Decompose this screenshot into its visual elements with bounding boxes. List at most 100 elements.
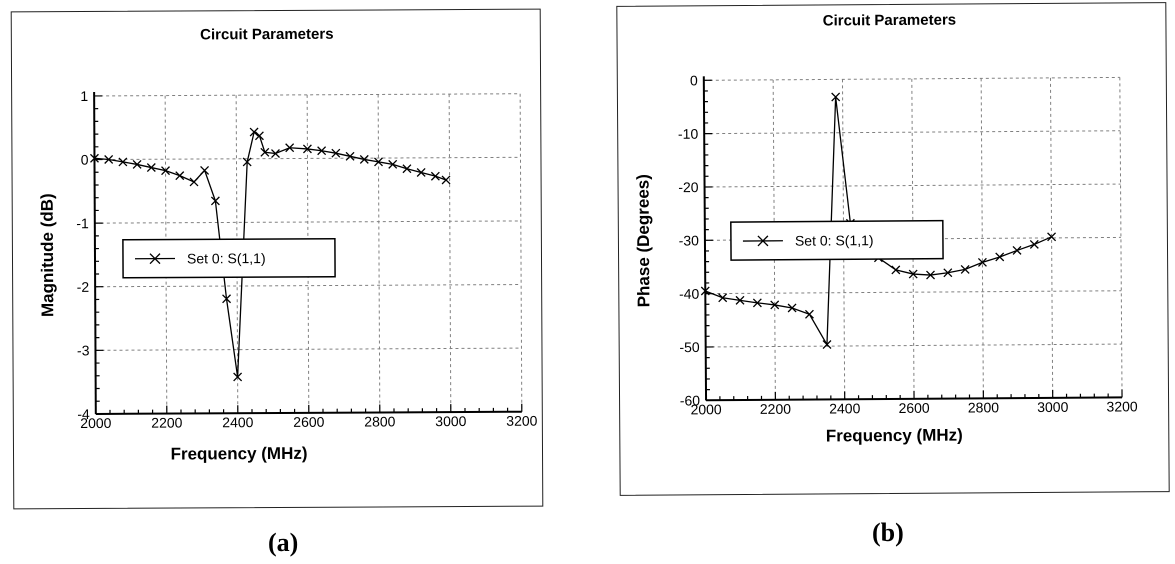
data-point-marker xyxy=(770,300,780,310)
chart-title: Circuit Parameters xyxy=(200,26,333,44)
y-tick-label: -10 xyxy=(678,126,699,142)
y-tick-label: -3 xyxy=(77,342,90,358)
legend-marker-icon xyxy=(149,253,161,265)
legend-label: Set 0: S(1,1) xyxy=(795,232,874,249)
data-point-marker xyxy=(374,157,383,167)
data-point-marker xyxy=(132,159,142,169)
data-point-marker xyxy=(189,177,199,187)
y-tick-label: -30 xyxy=(679,232,700,248)
grid-line-x xyxy=(448,94,452,413)
x-tick-label: 2600 xyxy=(293,414,324,430)
data-point-marker xyxy=(908,269,918,279)
y-axis-line xyxy=(702,76,708,401)
y-tick-label: 0 xyxy=(81,152,89,168)
data-point-marker xyxy=(359,154,369,164)
x-tick-label: 3000 xyxy=(435,413,466,429)
data-point-marker xyxy=(260,147,270,157)
y-tick-label: -50 xyxy=(679,339,700,355)
data-point-marker xyxy=(822,340,832,350)
data-point-marker xyxy=(118,157,128,167)
legend-marker-icon xyxy=(757,235,769,247)
grid-line-y xyxy=(704,183,1121,188)
y-tick-label: -2 xyxy=(77,279,90,295)
data-point-marker xyxy=(416,167,426,177)
x-tick-label: 3000 xyxy=(1037,399,1068,415)
grid-line-y xyxy=(94,220,521,224)
data-point-marker xyxy=(831,92,841,102)
data-point-marker xyxy=(1029,239,1039,249)
data-point-marker xyxy=(89,153,99,163)
data-point-marker xyxy=(175,171,185,181)
grid-line-x xyxy=(235,95,239,414)
data-point-marker xyxy=(804,309,814,319)
data-point-marker xyxy=(430,171,440,181)
chart-panel-magnitude: Circuit Parameters 2000 2200 2400 2600 2800 30… xyxy=(10,8,544,510)
y-tick-label: -1 xyxy=(76,215,89,231)
y-tick-label: -20 xyxy=(678,179,699,195)
grid-line-y xyxy=(94,156,521,161)
data-point-marker xyxy=(752,298,762,308)
data-point-marker xyxy=(254,131,264,141)
data-point-marker xyxy=(960,264,970,274)
data-point-marker xyxy=(977,257,987,267)
phase-chart-svg: Circuit Parameters 2000 2200 2400 2600 2800 30… xyxy=(633,12,1137,446)
x-tick-label: 2600 xyxy=(898,400,929,416)
legend-box xyxy=(730,219,944,261)
x-axis-label: Frequency (MHz) xyxy=(826,426,963,446)
grid-line-x xyxy=(1049,77,1054,398)
data-point-marker xyxy=(285,143,295,153)
data-point-marker xyxy=(1047,232,1057,242)
grid-line-y xyxy=(95,347,522,351)
y-tick-label: -60 xyxy=(680,392,701,408)
y-axis-line xyxy=(93,91,97,414)
x-tick-label: 2400 xyxy=(222,414,253,430)
x-tick-label: 2800 xyxy=(364,413,395,429)
data-point-marker xyxy=(345,151,355,161)
y-tick-label: 1 xyxy=(80,88,88,104)
data-point-marker xyxy=(242,157,252,167)
x-axis-label: Frequency (MHz) xyxy=(170,444,307,464)
y-tick-label: -40 xyxy=(679,286,700,302)
data-point-marker xyxy=(1012,245,1022,255)
data-point-marker xyxy=(233,372,243,382)
data-point-marker xyxy=(441,175,451,185)
data-point-marker xyxy=(104,155,114,164)
data-point-marker xyxy=(222,294,232,304)
data-point-marker xyxy=(718,293,728,303)
data-point-marker xyxy=(943,268,953,278)
data-point-marker xyxy=(331,148,341,158)
data-point-marker xyxy=(161,166,171,176)
x-tick-label: 2000 xyxy=(690,401,721,417)
y-axis-label: Magnitude (dB) xyxy=(38,193,58,317)
grid-line-y xyxy=(94,93,521,97)
x-tick-label: 2200 xyxy=(760,401,791,417)
y-tick-label: -4 xyxy=(77,406,90,422)
data-point-marker xyxy=(926,270,935,280)
legend-label: Set 0: S(1,1) xyxy=(187,250,266,266)
x-tick-label: 3200 xyxy=(1106,398,1137,414)
y-axis-label: Phase (Degrees) xyxy=(633,174,653,307)
x-tick-label: 2800 xyxy=(968,399,999,415)
grid-line-x xyxy=(164,95,168,414)
data-point-marker xyxy=(891,265,901,275)
legend-box xyxy=(122,237,336,279)
data-point-marker xyxy=(388,159,398,169)
data-point-marker xyxy=(200,165,210,175)
data-point-marker xyxy=(249,127,259,137)
chart-title: Circuit Parameters xyxy=(823,12,957,30)
caption-b: (b) xyxy=(872,518,904,547)
caption-a: (a) xyxy=(268,528,299,557)
grid-line-x xyxy=(772,79,776,400)
grid-line-x xyxy=(377,94,381,413)
x-tick-label: 2200 xyxy=(151,414,182,430)
magnitude-chart-svg: Circuit Parameters 2000 2200 2400 2600 2800 30… xyxy=(38,26,538,464)
x-tick-label: 2000 xyxy=(80,415,111,431)
data-point-marker xyxy=(700,286,710,296)
data-point-marker xyxy=(317,146,327,156)
data-point-marker xyxy=(146,163,156,173)
data-point-marker xyxy=(787,303,797,313)
chart-panel-phase: Circuit Parameters 2000 2200 2400 2600 2800 30… xyxy=(616,2,1170,496)
x-tick-label: 3200 xyxy=(506,413,537,429)
data-point-marker xyxy=(271,149,280,158)
grid-line-y xyxy=(95,284,522,288)
